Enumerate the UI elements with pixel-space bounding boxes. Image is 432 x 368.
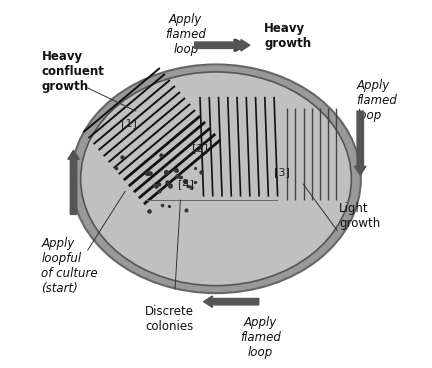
Text: Light
growth: Light growth <box>339 202 380 230</box>
Text: Apply
flamed
loop: Apply flamed loop <box>165 13 206 56</box>
Text: Apply
loopful
of culture
(start): Apply loopful of culture (start) <box>41 237 98 295</box>
Text: Heavy
growth: Heavy growth <box>264 22 311 50</box>
Text: Heavy
confluent
growth: Heavy confluent growth <box>41 50 105 93</box>
Text: [2]: [2] <box>192 144 208 153</box>
FancyArrow shape <box>203 296 259 307</box>
FancyArrow shape <box>355 111 366 175</box>
Text: [3]: [3] <box>274 167 290 177</box>
Ellipse shape <box>81 72 351 286</box>
Text: Apply
flamed
loop: Apply flamed loop <box>240 316 281 359</box>
FancyArrow shape <box>195 39 250 51</box>
Ellipse shape <box>71 64 361 293</box>
Text: [4]: [4] <box>178 179 194 189</box>
FancyArrow shape <box>68 150 79 215</box>
Text: Discrete
colonies: Discrete colonies <box>145 305 194 333</box>
Text: Apply
flamed
loop: Apply flamed loop <box>357 79 397 122</box>
Text: [1]: [1] <box>121 118 137 128</box>
